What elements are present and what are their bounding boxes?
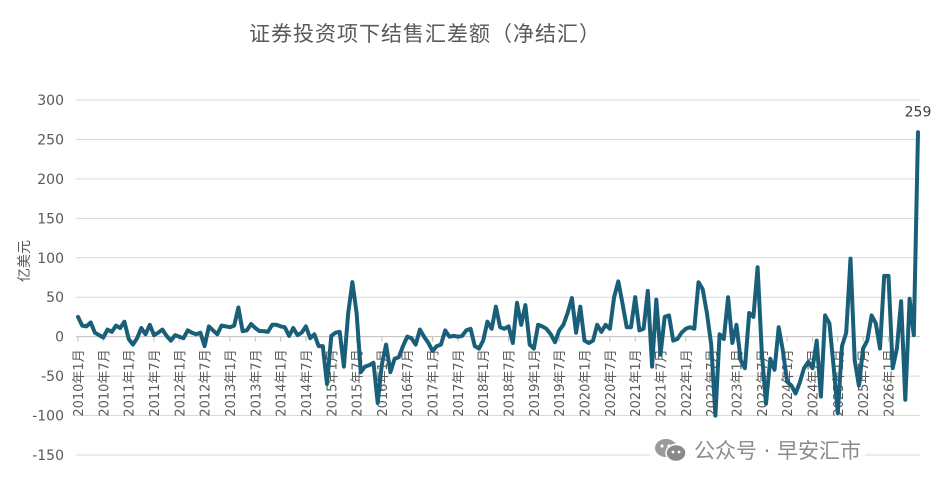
y-tick-label: 150 [37,211,64,227]
watermark-text: 公众号 · 早安汇市 [694,439,862,463]
x-tick-label: 2023年1月 [730,349,745,416]
x-tick-label: 2022年1月 [680,349,695,416]
x-tick-label: 2010年7月 [97,349,112,416]
x-tick-label: 2020年1月 [579,349,594,416]
x-tick-label: 2017年1月 [427,349,442,416]
y-tick-label: 0 [55,330,64,346]
x-tick-label: 2020年7月 [604,349,619,416]
x-tick-label: 2011年1月 [123,349,138,416]
x-tick-label: 2016年7月 [401,349,416,416]
y-axis-ticks: 300 250 200 150 100 50 0 -50 -100 -150 [32,93,64,464]
chart-title: 证券投资项下结售汇差额（净结汇） [249,22,601,46]
x-tick-label: 2017年7月 [452,349,467,416]
y-tick-label: 200 [37,172,64,188]
x-tick-label: 2014年7月 [300,349,315,416]
y-tick-label: -50 [41,369,64,385]
x-tick-label: 2012年7月 [199,349,214,416]
x-tick-label: 2014年1月 [275,349,290,416]
x-tick-label: 2019年1月 [528,349,543,416]
y-tick-label: 300 [37,93,64,109]
y-tick-label: 50 [46,290,64,306]
x-tick-label: 2011年7月 [148,349,163,416]
wechat-icon [654,437,688,463]
x-tick-label: 2019年7月 [553,349,568,416]
y-tick-label: -100 [32,409,64,425]
x-tick-label: 2018年1月 [477,349,492,416]
x-tick-label: 2021年1月 [629,349,644,416]
data-label-last-point: 259 [905,104,932,120]
y-tick-label: 250 [37,132,64,148]
watermark: 公众号 · 早安汇市 [650,435,866,465]
y-tick-label: 100 [37,251,64,267]
x-tick-label: 2018年7月 [503,349,518,416]
x-tick-label: 2012年1月 [173,349,188,416]
x-tick-label: 2010年1月 [72,349,87,416]
y-tick-label: -150 [32,448,64,464]
x-tick-label: 2013年1月 [224,349,239,416]
x-tick-label: 2013年7月 [249,349,264,416]
x-axis-ticks: 2010年1月 2010年7月 2011年1月 2011年7月 2012年1月 2012年… [72,336,897,417]
data-line [76,130,920,418]
x-tick-label: 2021年7月 [655,349,670,416]
